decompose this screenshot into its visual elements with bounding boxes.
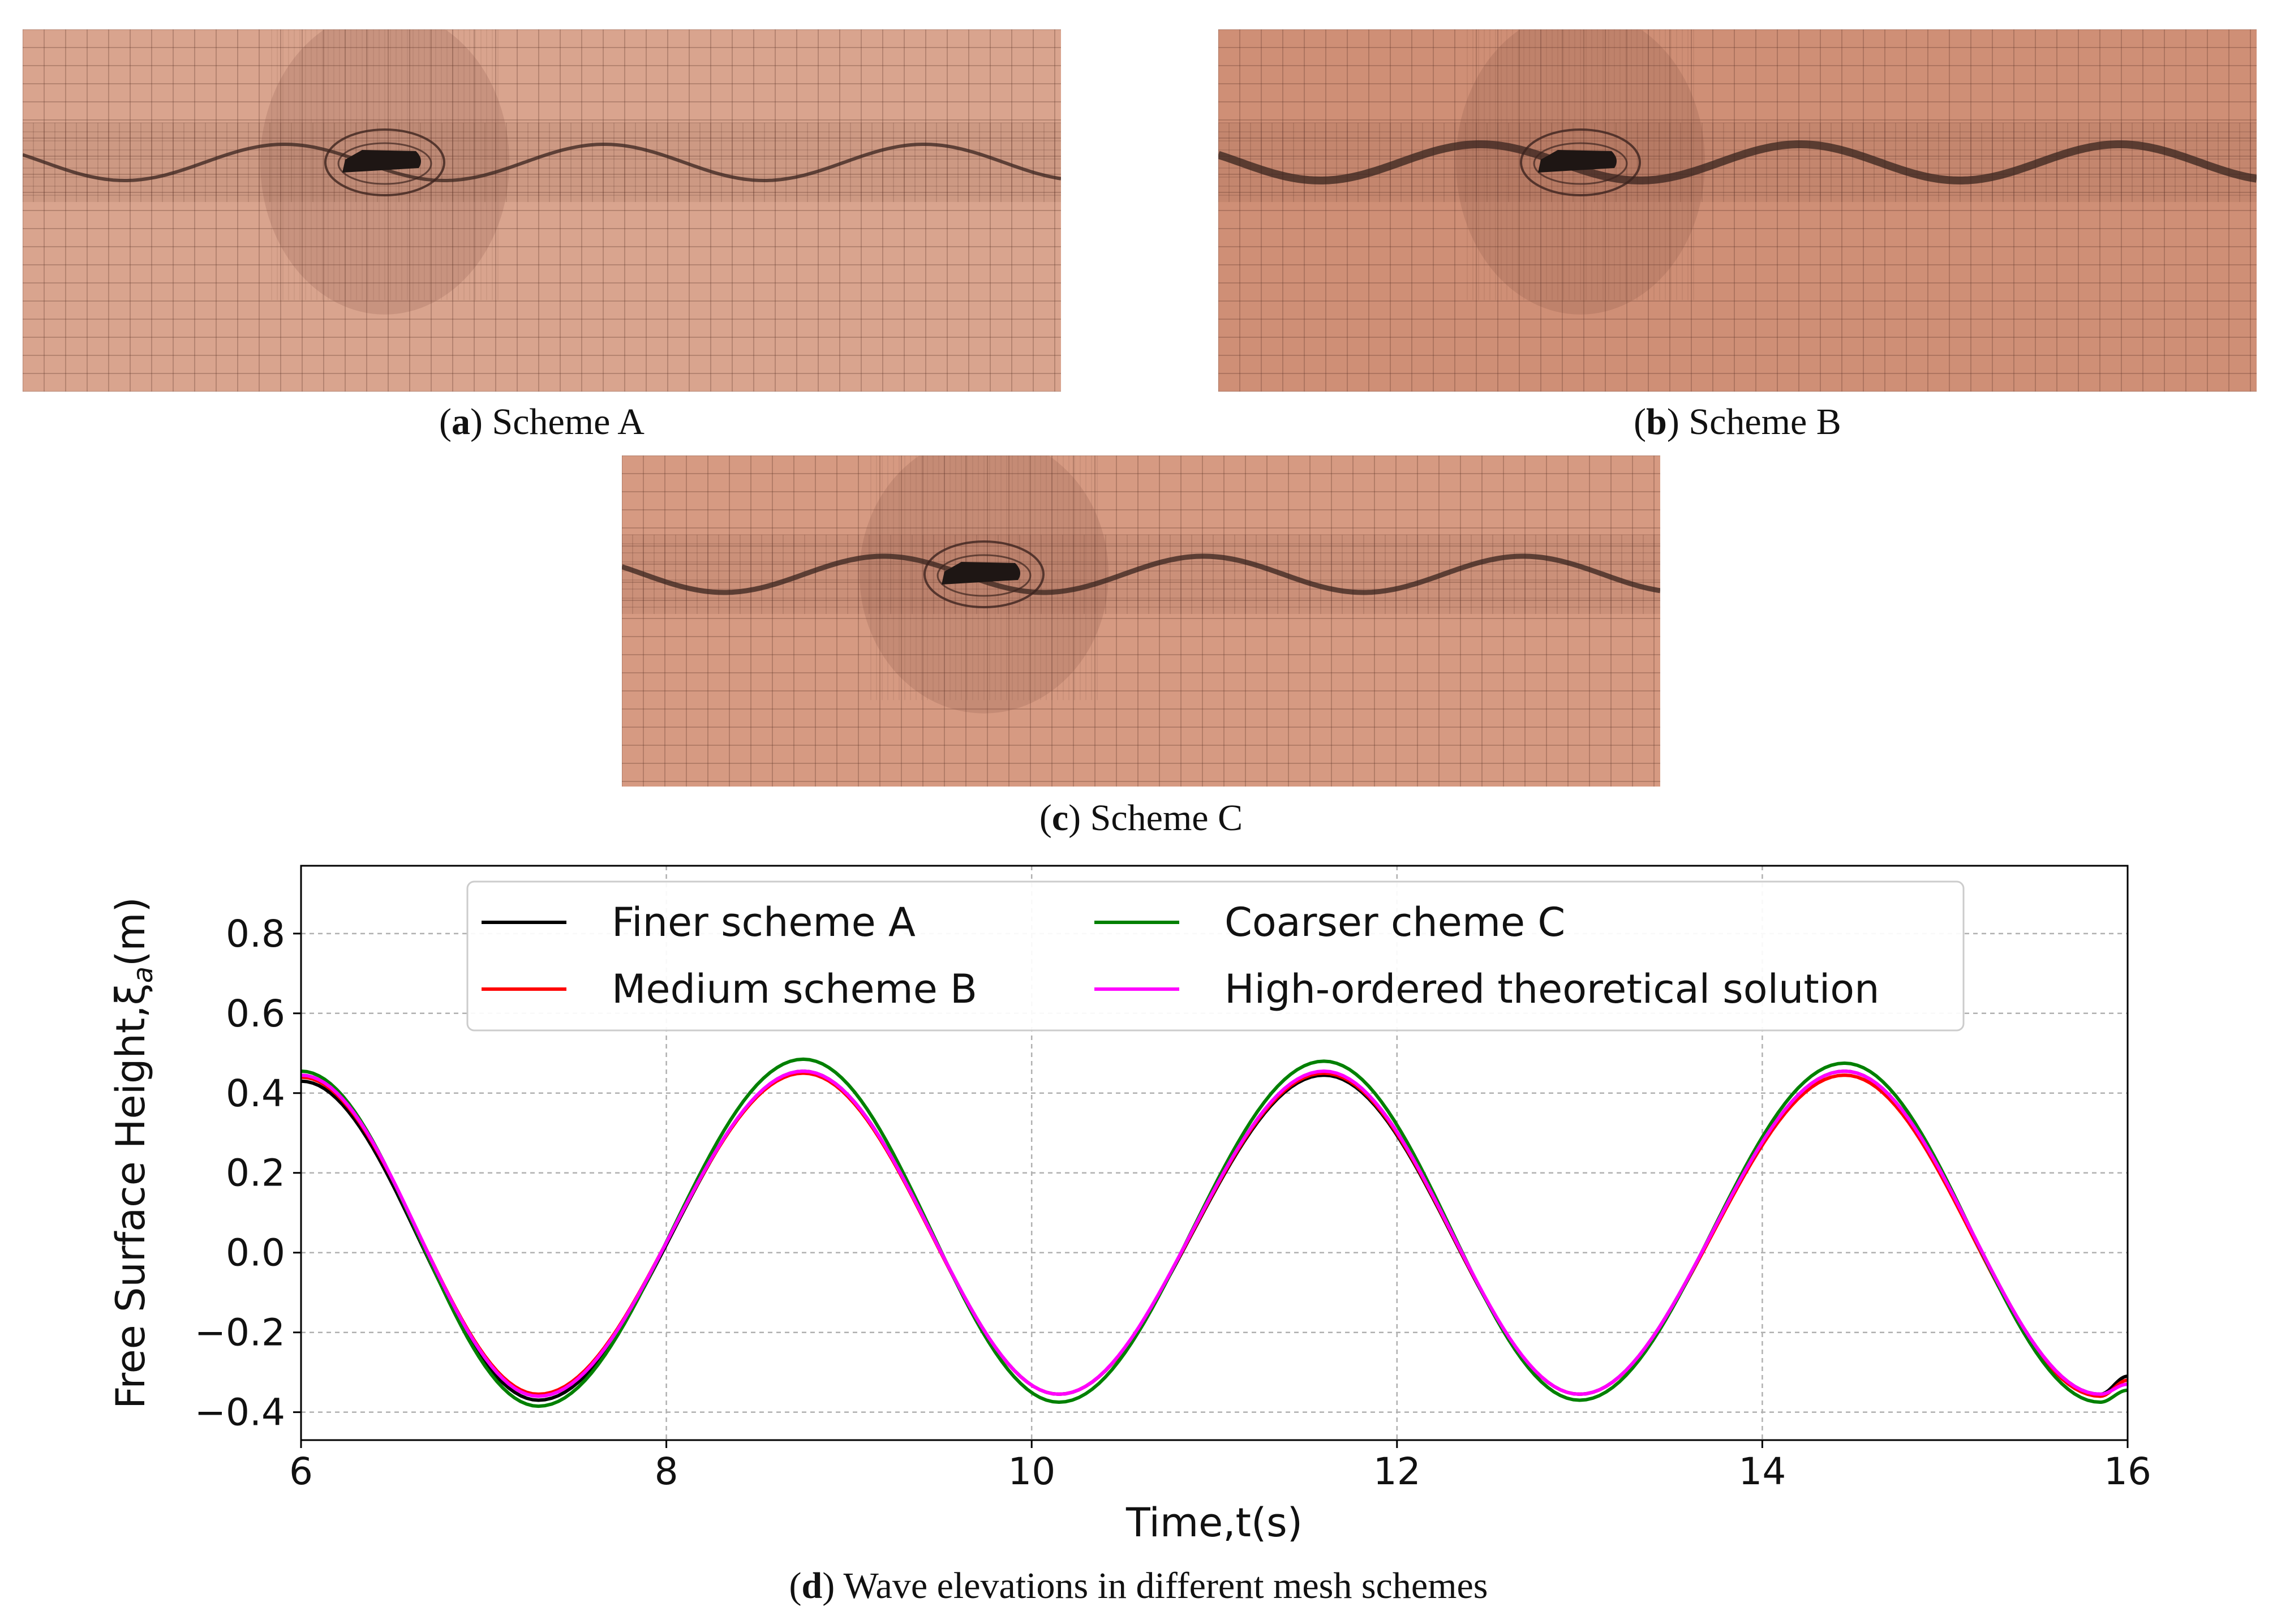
hull-outer-contour xyxy=(1520,128,1641,196)
legend-label: Medium scheme B xyxy=(612,966,977,1012)
y-axis-label: Free Surface Height,ξa(m) xyxy=(108,897,159,1409)
hull-inner-contour xyxy=(936,554,1032,597)
mesh-image-scheme-b xyxy=(1218,29,2257,392)
y-tick-label: 0.2 xyxy=(226,1152,285,1195)
ship-hull-body xyxy=(1538,150,1617,173)
y-tick-label: −0.4 xyxy=(195,1391,285,1434)
y-tick-label: 0.6 xyxy=(226,992,285,1036)
mesh-background xyxy=(622,456,1660,787)
y-tick-label: 0.8 xyxy=(226,912,285,956)
y-tick-label: 0.0 xyxy=(226,1231,285,1275)
caption-a: (a) Scheme A xyxy=(439,401,645,442)
series-line-finer-scheme-a xyxy=(301,1069,2128,1402)
free-surface-line xyxy=(23,143,1061,182)
series-line-high-ordered-theoretical-solution xyxy=(301,1069,2128,1398)
y-tick-label: −0.2 xyxy=(195,1311,285,1355)
y-tick-label: 0.4 xyxy=(226,1072,285,1115)
series-line-coarser-cheme-c xyxy=(301,1057,2128,1408)
plot-frame xyxy=(300,865,2129,1441)
chart-legend: Finer scheme A Medium scheme B Coarser che… xyxy=(466,880,1965,1032)
x-axis-label: Time,t(s) xyxy=(1125,1500,1303,1546)
x-tick-label: 12 xyxy=(1373,1450,1421,1493)
mesh-refinement-band xyxy=(23,122,1061,202)
wave-elevation-chart: 6 8 10 12 14 16 −0.4 −0.2 0.0 0.2 0.4 0.6 0.8 Time,t(… xyxy=(108,865,2151,1546)
x-tick-label: 10 xyxy=(1008,1450,1055,1493)
hull-inner-contour xyxy=(1533,142,1628,185)
chart-series xyxy=(301,1057,2128,1408)
free-surface-line xyxy=(1218,140,2257,184)
caption-c: (c) Scheme C xyxy=(1039,797,1243,839)
legend-box xyxy=(466,880,1965,1032)
x-tick-label: 6 xyxy=(289,1450,313,1493)
mesh-panel-b xyxy=(1218,29,2257,392)
caption-d: (d) Wave elevations in different mesh sc… xyxy=(789,1565,1488,1606)
hull-refinement-zone xyxy=(260,29,509,315)
hull-outer-contour xyxy=(923,540,1045,608)
mesh-grid xyxy=(622,456,1660,787)
legend-label: High-ordered theoretical solution xyxy=(1225,966,1880,1012)
hull-outer-contour xyxy=(324,128,445,196)
x-tick-label: 16 xyxy=(2104,1450,2151,1493)
mesh-panel-a xyxy=(23,29,1061,392)
series-line-medium-scheme-b xyxy=(301,1071,2128,1398)
hull-inner-contour xyxy=(337,142,432,185)
legend-label: Finer scheme A xyxy=(612,899,916,946)
mesh-image-scheme-a xyxy=(23,29,1061,392)
mesh-background xyxy=(23,29,1061,392)
x-tick-label: 14 xyxy=(1738,1450,1786,1493)
mesh-refinement-band xyxy=(1218,122,2257,202)
x-tick-label: 8 xyxy=(655,1450,678,1493)
mesh-panel-c xyxy=(622,456,1660,787)
mesh-refinement-band xyxy=(622,534,1660,614)
legend-label: Coarser cheme C xyxy=(1225,899,1565,946)
mesh-grid xyxy=(23,29,1061,392)
caption-b: (b) Scheme B xyxy=(1634,401,1841,442)
mesh-background xyxy=(1218,29,2257,392)
ship-hull-body xyxy=(942,562,1020,585)
free-surface-line xyxy=(622,553,1660,595)
mesh-grid xyxy=(1218,29,2257,392)
mesh-image-scheme-c xyxy=(622,456,1660,787)
ship-hull-body xyxy=(342,150,421,173)
